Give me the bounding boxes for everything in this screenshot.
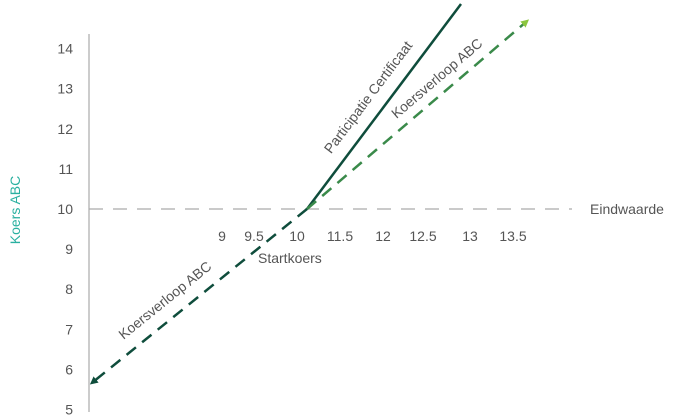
x-tick-label: 13.5 <box>499 228 526 244</box>
y-tick-label: 14 <box>57 41 73 57</box>
x-tick-label: 9 <box>218 228 226 244</box>
y-tick-label: 7 <box>65 321 73 337</box>
x-tick-label: 12.5 <box>409 228 436 244</box>
series-line <box>89 208 308 385</box>
y-ticks: 5 6 7 8 9 10 11 12 13 14 <box>57 41 73 418</box>
x-tick-label: 13 <box>462 228 478 244</box>
x-ticks: 9 9.5 10 11.5 12 12.5 13 13.5 <box>218 228 527 244</box>
y-tick-label: 12 <box>57 121 73 137</box>
y-tick-label: 6 <box>65 361 73 377</box>
series-line <box>306 3 462 210</box>
reference-line-label: Eindwaarde <box>590 201 664 217</box>
y-tick-label: 5 <box>65 402 73 418</box>
x-tick-label: 11.5 <box>327 228 353 244</box>
series-label: Koersverloop ABC <box>115 258 214 342</box>
x-tick-label: 12 <box>375 228 391 244</box>
start-label: Startkoers <box>258 250 322 266</box>
x-tick-label: 9.5 <box>244 228 264 244</box>
y-tick-label: 9 <box>65 241 73 257</box>
x-tick-label: 10 <box>289 228 305 244</box>
series-line <box>306 19 530 210</box>
y-tick-label: 13 <box>57 81 73 97</box>
y-tick-label: 10 <box>57 201 73 217</box>
y-tick-label: 11 <box>58 161 73 177</box>
y-axis-label: Koers ABC <box>7 176 23 244</box>
y-tick-label: 8 <box>65 281 73 297</box>
